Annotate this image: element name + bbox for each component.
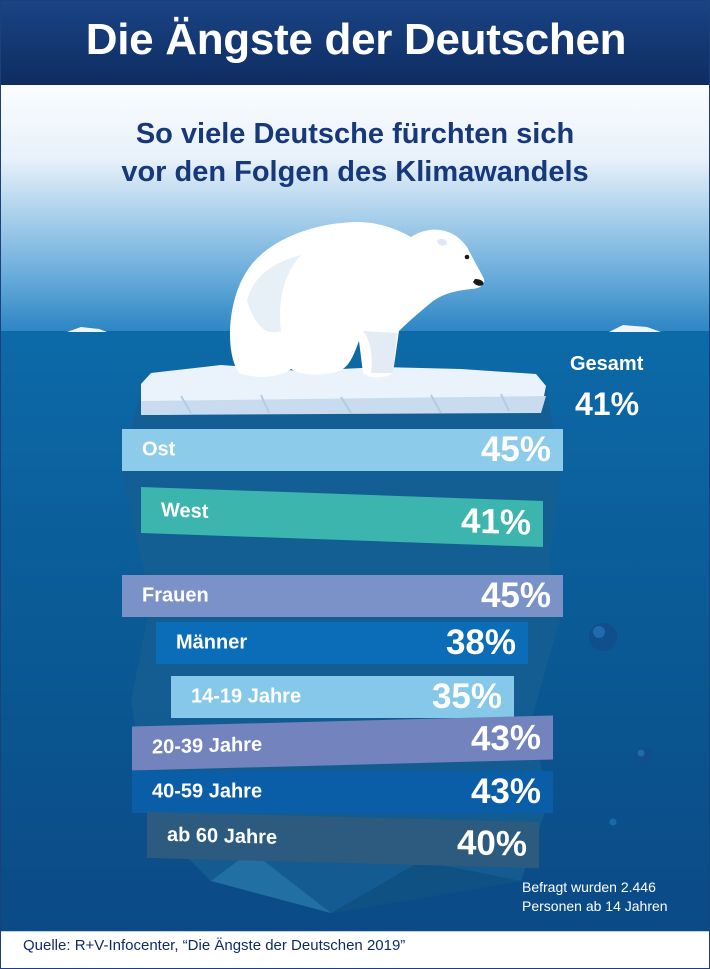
page-title: Die Ängste der Deutschen: [85, 15, 627, 64]
chart-subtitle: So viele Deutsche fürchten sich vor den …: [1, 115, 709, 191]
subtitle-line-1: So viele Deutsche fürchten sich: [135, 118, 575, 150]
total-label: Gesamt: [570, 353, 644, 375]
footer-bar: [1, 931, 709, 968]
survey-note-line-1: Befragt wurden 2.446: [522, 879, 656, 895]
subtitle-line-2: vor den Folgen des Klimawandels: [121, 156, 589, 188]
polar-bear-icon: [229, 221, 485, 378]
survey-note-line-2: Personen ab 14 Jahren: [522, 898, 668, 914]
survey-note: Befragt wurden 2.446 Personen ab 14 Jahr…: [522, 878, 668, 916]
source-text: Quelle: R+V-Infocenter, “Die Ängste der …: [23, 937, 406, 954]
total-value: 41%: [575, 386, 640, 422]
title-banner: Die Ängste der Deutschen: [1, 1, 709, 85]
